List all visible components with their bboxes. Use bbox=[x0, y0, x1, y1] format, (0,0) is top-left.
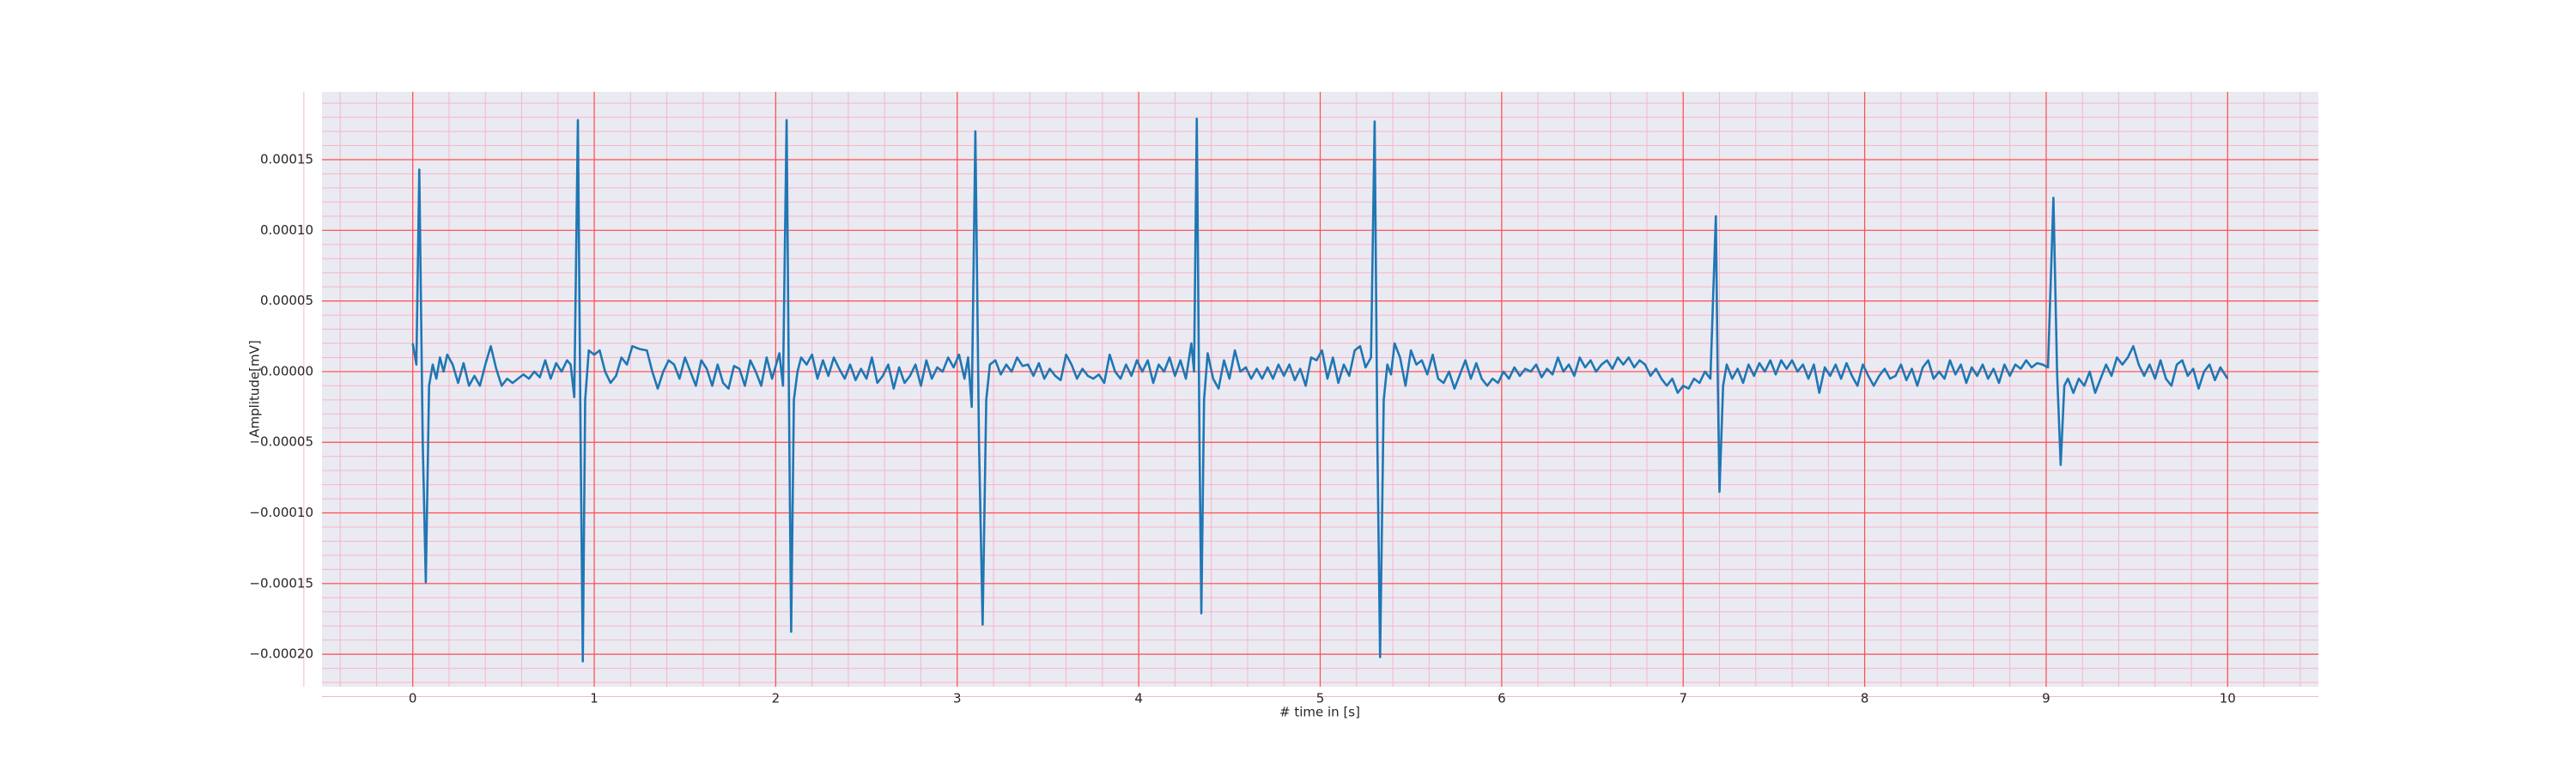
x-axis-label: # time in [s] bbox=[1279, 705, 1360, 720]
y-tick-label: −0.00015 bbox=[249, 575, 313, 591]
y-tick-label: 0.00005 bbox=[260, 293, 313, 308]
y-tick-label: 0.00010 bbox=[260, 222, 313, 238]
y-tick-label: −0.00005 bbox=[249, 434, 313, 450]
x-tick-label: 9 bbox=[2042, 691, 2050, 706]
y-tick-label: −0.00020 bbox=[249, 646, 313, 662]
y-axis-label: Amplitude[mV] bbox=[247, 340, 263, 437]
x-tick-label: 10 bbox=[2220, 691, 2236, 706]
x-tick-label: 5 bbox=[1316, 691, 1325, 706]
x-tick-label: 0 bbox=[409, 691, 417, 706]
y-tick-label: 0.00015 bbox=[260, 152, 313, 167]
x-tick-label: 8 bbox=[1861, 691, 1869, 706]
plot-area bbox=[303, 92, 2318, 698]
y-tick-label: −0.00010 bbox=[249, 505, 313, 520]
x-tick-label: 3 bbox=[953, 691, 962, 706]
x-tick-label: 2 bbox=[772, 691, 781, 706]
x-tick-label: 6 bbox=[1498, 691, 1506, 706]
y-tick-label: 0.00000 bbox=[260, 363, 313, 379]
x-tick-label: 4 bbox=[1134, 691, 1143, 706]
x-tick-label: 7 bbox=[1679, 691, 1687, 706]
x-tick-label: 1 bbox=[590, 691, 598, 706]
signal-line bbox=[411, 117, 2229, 663]
